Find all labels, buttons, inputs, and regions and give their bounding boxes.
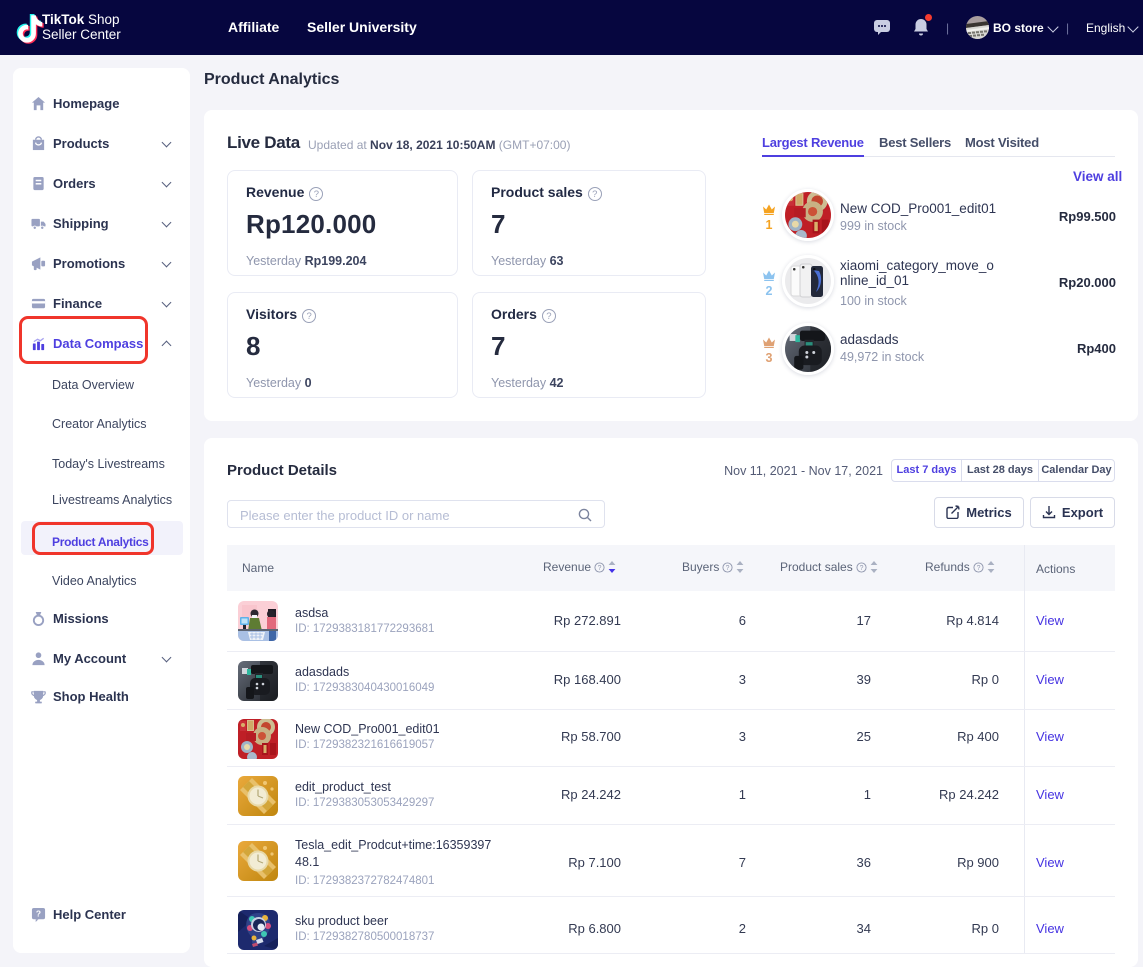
svg-text:?: ?: [36, 908, 41, 918]
svg-text:?: ?: [976, 565, 980, 572]
svg-text:?: ?: [726, 565, 730, 572]
svg-text:?: ?: [598, 565, 602, 572]
svg-text:?: ?: [859, 565, 863, 572]
